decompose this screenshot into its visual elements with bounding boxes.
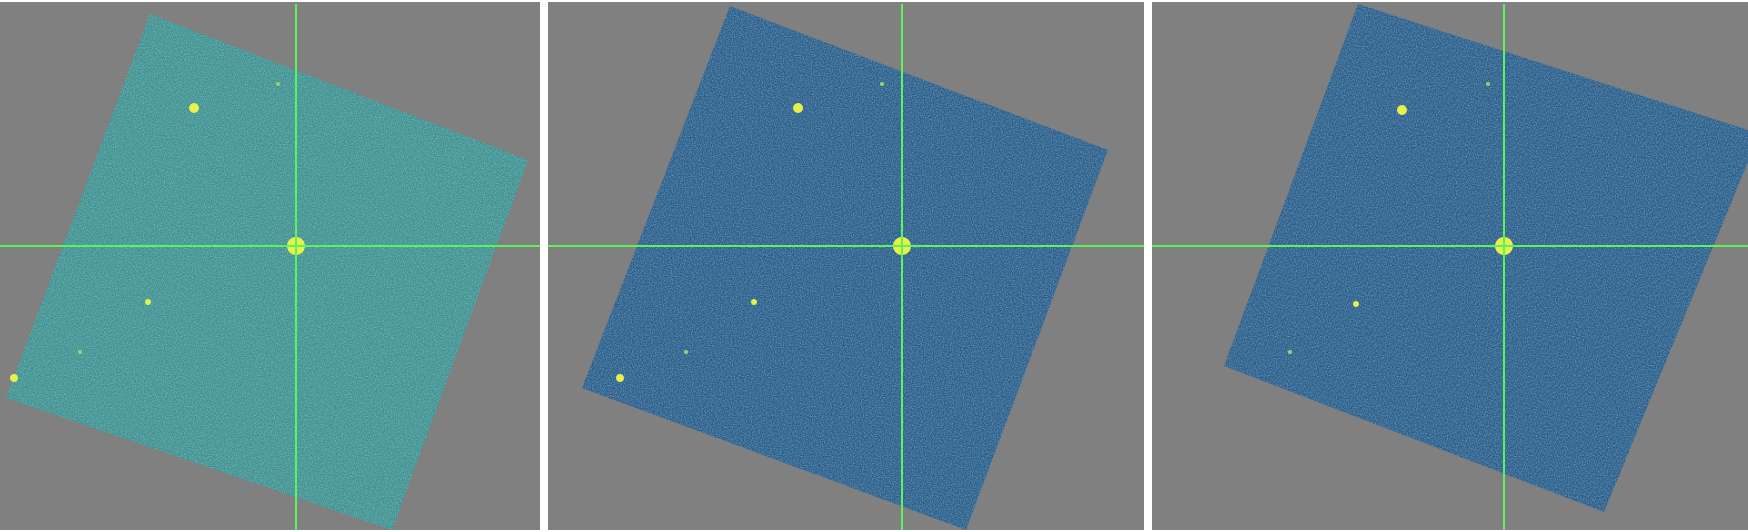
field-noise [1224, 4, 1748, 512]
star-source [616, 374, 624, 382]
image-canvas-3 [1152, 2, 1748, 530]
star-source [1353, 301, 1359, 307]
crosshair [548, 4, 1144, 530]
star-source [1288, 350, 1292, 354]
star-source [684, 350, 688, 354]
crosshair [1152, 4, 1748, 530]
star-source [880, 82, 884, 86]
star-source [793, 103, 803, 113]
star-source [78, 350, 82, 354]
image-canvas-1 [0, 2, 540, 530]
star-source [145, 299, 151, 305]
star-source [1486, 82, 1490, 86]
star-source [276, 82, 280, 86]
crosshair [0, 4, 540, 530]
image-panel-2 [548, 2, 1144, 530]
image-panel-3 [1152, 2, 1748, 530]
image-panel-1 [0, 2, 540, 530]
field-noise [6, 14, 528, 530]
field-noise [582, 6, 1108, 530]
star-source [751, 299, 757, 305]
image-canvas-2 [548, 2, 1144, 530]
star-source [189, 103, 199, 113]
star-source [10, 374, 18, 382]
star-source [1397, 105, 1407, 115]
